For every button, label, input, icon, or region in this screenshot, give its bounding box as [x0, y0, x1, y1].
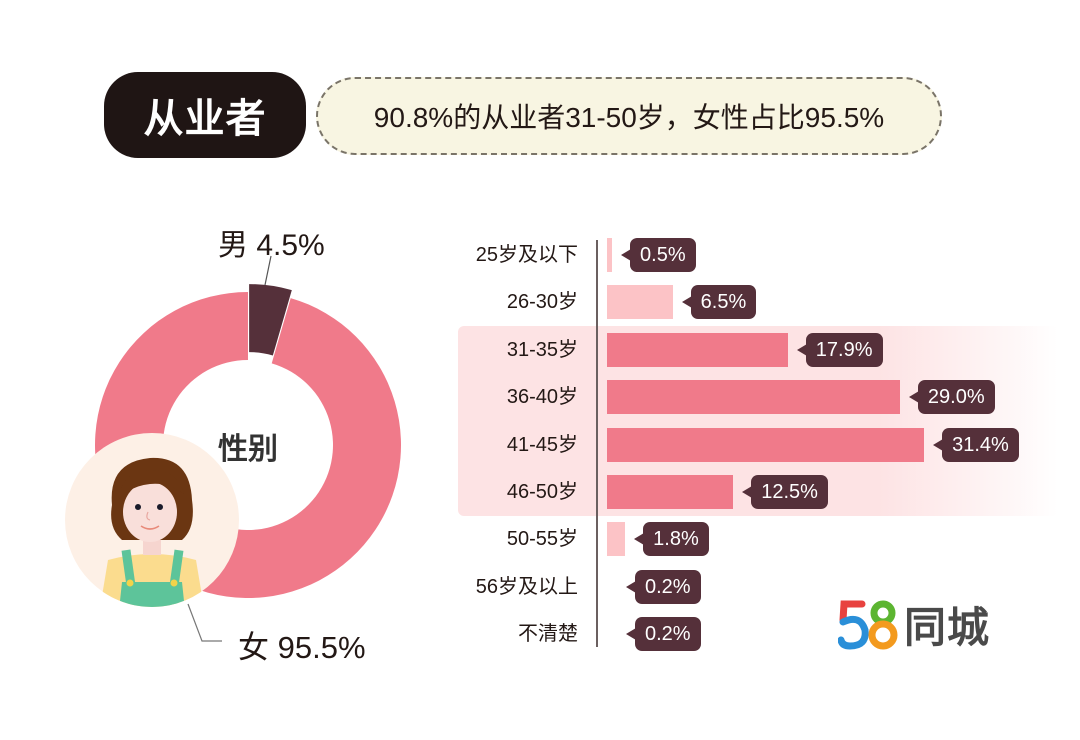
age-category-label: 26-30岁	[506, 291, 578, 313]
value-bubble: 6.5%	[681, 285, 757, 319]
age-category-label: 25岁及以下	[475, 244, 578, 266]
age-category-label: 31-35岁	[506, 339, 578, 361]
age-category-label: 46-50岁	[506, 481, 578, 503]
age-bar	[607, 285, 673, 319]
male-leader-line	[264, 255, 272, 286]
value-bubble: 17.9%	[796, 333, 883, 367]
female-percent-label: 女 95.5%	[238, 630, 366, 665]
section-title: 从业者	[104, 72, 306, 158]
age-bar	[607, 522, 626, 556]
58-logo-icon	[838, 600, 898, 650]
male-slice	[249, 284, 292, 356]
age-bar	[607, 475, 734, 509]
value-bubble: 12.5%	[742, 475, 828, 509]
age-category-label: 36-40岁	[506, 386, 578, 408]
age-bar	[607, 428, 925, 462]
value-bubble: 0.2%	[626, 570, 701, 604]
age-bar	[607, 333, 788, 367]
age-category-label: 50-55岁	[506, 528, 578, 550]
age-category-label: 56岁及以上	[475, 576, 578, 598]
value-bubble: 29.0%	[908, 380, 995, 414]
value-bubble: 0.2%	[626, 617, 701, 651]
age-category-label: 不清楚	[518, 623, 578, 645]
male-percent-label: 男 4.5%	[218, 229, 325, 262]
58-tongcheng-logo: 同城	[838, 596, 990, 652]
age-bar	[607, 238, 613, 272]
donut-center-label: 性别	[218, 433, 278, 466]
age-category-label: 41-45岁	[506, 434, 578, 456]
age-bar	[607, 380, 900, 414]
value-bubble: 1.8%	[634, 522, 709, 556]
female-leader-line	[187, 603, 222, 642]
gender-donut-chart	[65, 255, 401, 642]
value-bubble: 31.4%	[933, 428, 1019, 462]
bar-axis-line	[596, 240, 598, 647]
summary-banner: 90.8%的从业者31-50岁，女性占比95.5%	[316, 77, 942, 155]
logo-text: 同城	[904, 603, 991, 651]
value-bubble: 0.5%	[621, 238, 696, 272]
